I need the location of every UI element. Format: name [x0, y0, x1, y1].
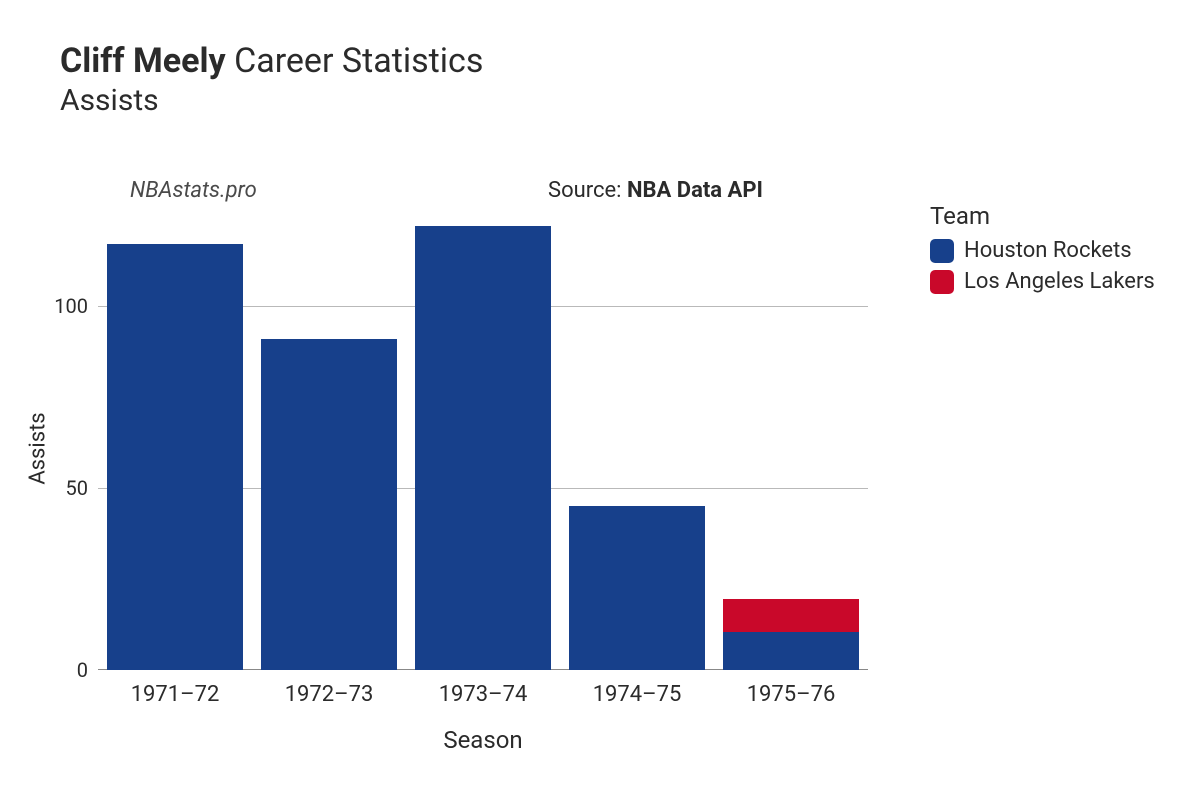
y-tick-label: 0	[77, 658, 88, 682]
source-value: NBA Data API	[627, 178, 763, 203]
chart-container: Cliff Meely Career Statistics Assists NB…	[0, 0, 1200, 800]
x-tick-label: 1973–74	[439, 682, 528, 707]
legend-swatch	[930, 239, 954, 263]
legend-swatch	[930, 270, 954, 294]
chart-title-block: Cliff Meely Career Statistics Assists	[60, 42, 483, 118]
bar-segment	[569, 506, 705, 670]
x-tick-label: 1972–73	[285, 682, 374, 707]
x-tick-label: 1971–72	[131, 682, 220, 707]
y-axis-title: Assists	[26, 412, 51, 484]
source-text: Source: NBA Data API	[548, 178, 763, 203]
legend-item: Los Angeles Lakers	[930, 269, 1155, 294]
legend: Team Houston Rockets Los Angeles Lakers	[930, 202, 1155, 300]
x-tick-label: 1974–75	[593, 682, 682, 707]
watermark-text: NBAstats.pro	[130, 178, 257, 203]
bar-segment	[723, 632, 859, 670]
chart-title-strong: Cliff Meely	[60, 41, 226, 81]
plot-area: 0501001971–721972–731973–741974–751975–7…	[98, 204, 868, 670]
chart-subtitle: Assists	[60, 83, 483, 118]
y-tick-label: 50	[66, 476, 88, 500]
bar-segment	[723, 599, 859, 632]
bar-segment	[261, 339, 397, 670]
legend-title: Team	[930, 202, 1155, 230]
legend-item: Houston Rockets	[930, 238, 1155, 263]
x-tick-label: 1975–76	[747, 682, 836, 707]
x-axis-title: Season	[443, 726, 522, 754]
legend-label: Los Angeles Lakers	[964, 269, 1155, 294]
legend-label: Houston Rockets	[964, 238, 1132, 263]
chart-title: Cliff Meely Career Statistics	[60, 42, 483, 81]
chart-title-rest: Career Statistics	[226, 41, 484, 81]
y-tick-label: 100	[54, 294, 88, 318]
source-label: Source:	[548, 178, 627, 203]
bar-segment	[415, 226, 551, 670]
bar-segment	[107, 244, 243, 670]
